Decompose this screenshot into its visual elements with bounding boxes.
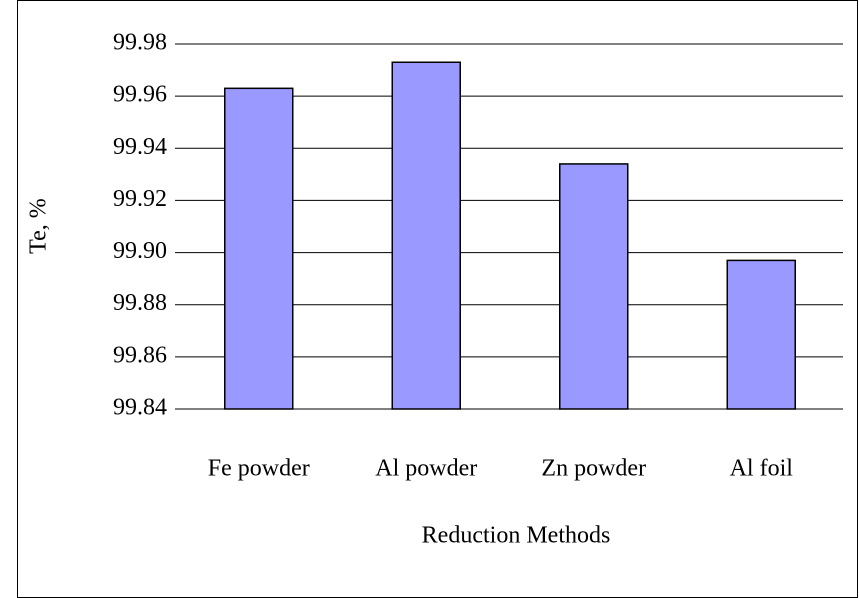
x-tick-label: Al foil <box>730 456 794 482</box>
y-axis-label: Te, % <box>26 198 52 254</box>
y-tick-label: 99.98 <box>113 30 167 56</box>
y-tick-label: 99.94 <box>113 134 167 160</box>
bar <box>559 163 629 410</box>
x-tick-label: Fe powder <box>208 456 310 482</box>
x-axis-label: Reduction Methods <box>422 523 611 549</box>
y-tick-label: 99.90 <box>113 238 167 264</box>
bar <box>391 61 461 410</box>
x-tick-label: Zn powder <box>541 456 646 482</box>
bar <box>224 87 294 410</box>
y-tick-label: 99.84 <box>113 395 167 421</box>
y-tick-label: 99.96 <box>113 82 167 108</box>
bar <box>726 259 796 410</box>
y-tick-label: 99.92 <box>113 186 167 212</box>
x-tick-label: Al powder <box>375 456 477 482</box>
y-tick-label: 99.86 <box>113 342 167 368</box>
y-tick-label: 99.88 <box>113 290 167 316</box>
